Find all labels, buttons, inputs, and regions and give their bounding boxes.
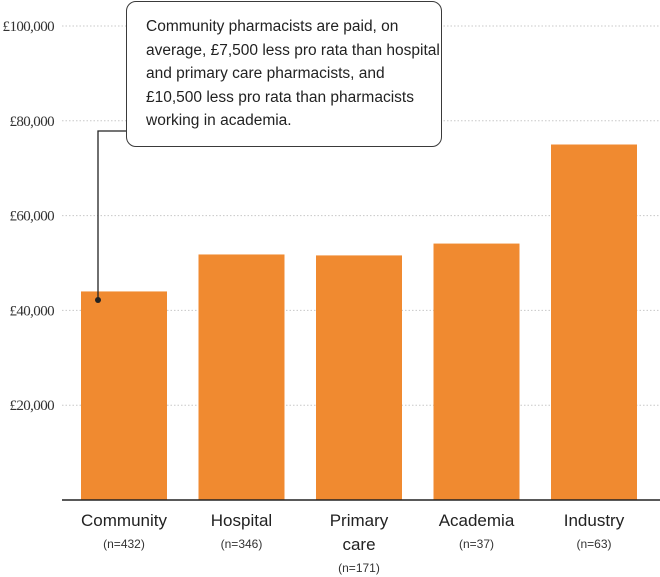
- callout-leader: [95, 130, 126, 303]
- y-tick-label: £100,000: [3, 19, 55, 35]
- y-tick-label: £40,000: [9, 303, 54, 319]
- x-category-label: Hospital: [211, 511, 272, 530]
- x-category-label: Academia: [439, 511, 515, 530]
- bar-industry: [551, 144, 637, 500]
- y-tick-label: £60,000: [9, 209, 54, 225]
- y-tick-label: £20,000: [9, 398, 54, 414]
- bar-hospital: [198, 254, 285, 500]
- bar-community: [81, 291, 167, 500]
- x-axis-labels: Community (n=432) Hospital (n=346) Primary ca…: [81, 511, 625, 575]
- bar-primary-care: [316, 255, 402, 500]
- x-category-label: Primary: [330, 511, 389, 530]
- x-sample-size-label: (n=346): [221, 537, 263, 551]
- bar-academia: [433, 243, 520, 501]
- x-sample-size-label: (n=171): [338, 561, 380, 575]
- y-axis-ticks: £20,000 £40,000 £60,000 £80,000 £100,000: [3, 19, 55, 414]
- bars: [81, 144, 637, 501]
- x-sample-size-label: (n=63): [576, 537, 611, 551]
- y-tick-label: £80,000: [9, 114, 54, 130]
- callout-leader-dot: [95, 297, 101, 303]
- x-sample-size-label: (n=37): [459, 537, 494, 551]
- x-category-label: care: [342, 535, 375, 554]
- callout-leader-line: [97, 130, 126, 298]
- x-category-label: Industry: [564, 511, 625, 530]
- annotation-callout: Community pharmacists are paid, on avera…: [126, 1, 442, 147]
- x-category-label: Community: [81, 511, 167, 530]
- x-sample-size-label: (n=432): [103, 537, 145, 551]
- annotation-text: Community pharmacists are paid, on avera…: [146, 18, 440, 129]
